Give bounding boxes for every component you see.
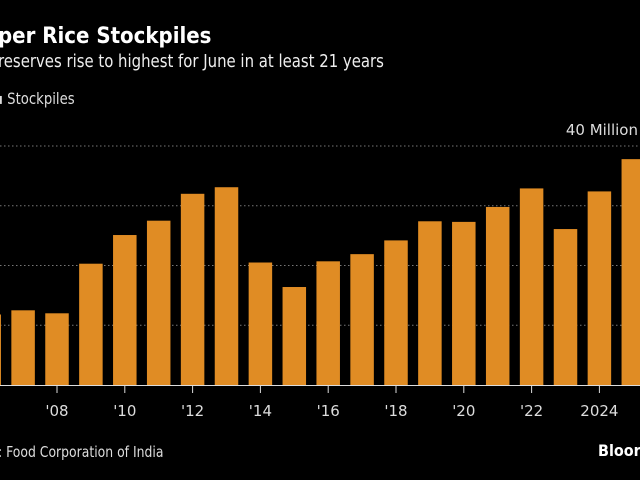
x-tick-label-2008: '08 (45, 402, 68, 420)
bar-2025 (621, 159, 640, 385)
bar-2006 (0, 314, 1, 385)
brand-logo-text: Bloor (598, 441, 640, 460)
x-tick-label-2022: '22 (520, 402, 543, 420)
bar-2022 (519, 188, 544, 385)
bar-2014 (248, 262, 273, 385)
bar-2015 (282, 287, 307, 385)
bar-2020 (452, 221, 476, 385)
bar-2012 (180, 193, 205, 385)
bar-2017 (350, 254, 374, 385)
bar-2024 (587, 191, 612, 385)
bar-2021 (485, 206, 510, 385)
x-tick-label-2016: '16 (317, 402, 340, 420)
y-axis-unit-label: 40 Million (566, 121, 638, 139)
x-tick-label-2010: '10 (113, 402, 136, 420)
bar-2009 (79, 263, 103, 385)
x-tick-label-2014: '14 (249, 402, 272, 420)
bar-2016 (316, 261, 340, 385)
chart-subtitle: reserves rise to highest for June in at … (0, 51, 384, 72)
x-tick-label-2018: '18 (384, 402, 407, 420)
bar-2018 (384, 240, 408, 385)
bar-2013 (214, 187, 239, 385)
x-tick-label-2020: '20 (452, 402, 475, 420)
bar-2008 (45, 313, 69, 385)
x-tick-label-2012: '12 (181, 402, 204, 420)
bar-2010 (113, 235, 137, 385)
bar-2023 (553, 229, 578, 385)
bar-2019 (418, 221, 442, 385)
bar-2007 (11, 310, 35, 385)
legend-stockpiles: ▪ Stockpiles (0, 89, 75, 108)
source-note: : Food Corporation of India (0, 443, 164, 461)
bar-2011 (146, 220, 171, 385)
chart-title: per Rice Stockpiles (0, 24, 212, 49)
x-tick-label-2024: 2024 (580, 402, 618, 420)
